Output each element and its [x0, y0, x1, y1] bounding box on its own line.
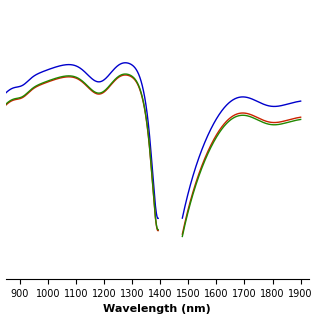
X-axis label: Wavelength (nm): Wavelength (nm) [103, 304, 211, 315]
